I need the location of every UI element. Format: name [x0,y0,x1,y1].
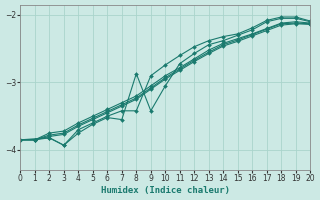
X-axis label: Humidex (Indice chaleur): Humidex (Indice chaleur) [101,186,230,195]
